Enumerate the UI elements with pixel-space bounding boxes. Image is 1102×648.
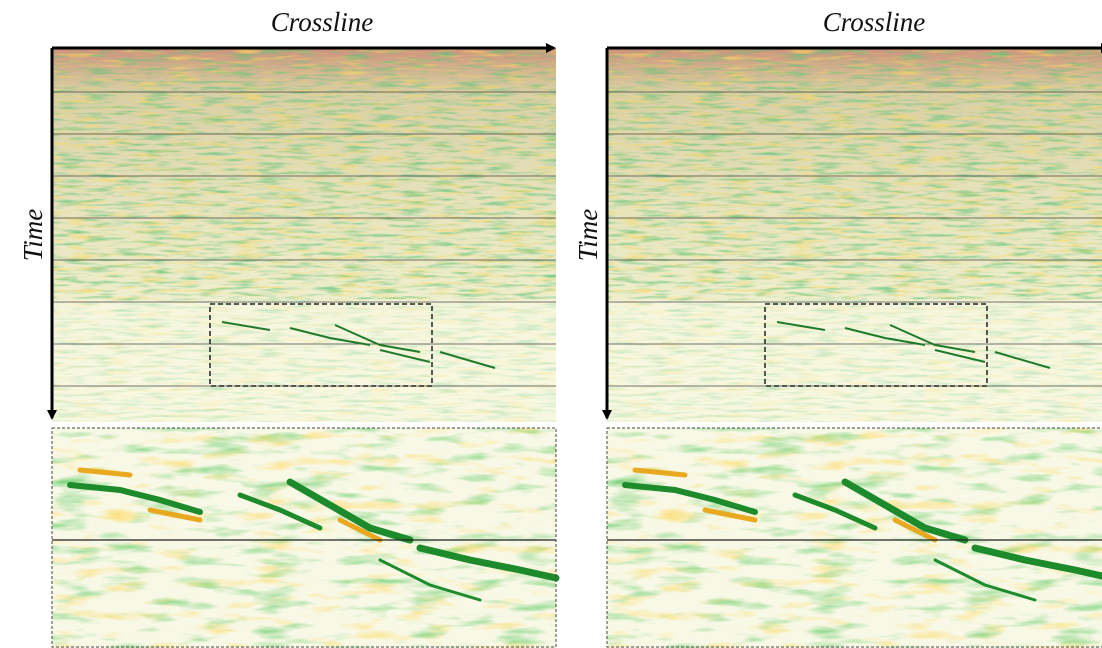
x-axis-label: Crossline [271, 7, 374, 37]
x-axis-label: Crossline [823, 7, 926, 37]
panel-left: Crossline Time [18, 7, 556, 648]
y-axis-label: Time [18, 209, 48, 262]
panel-right: Crossline Time [573, 7, 1102, 648]
y-axis-label: Time [573, 209, 603, 262]
